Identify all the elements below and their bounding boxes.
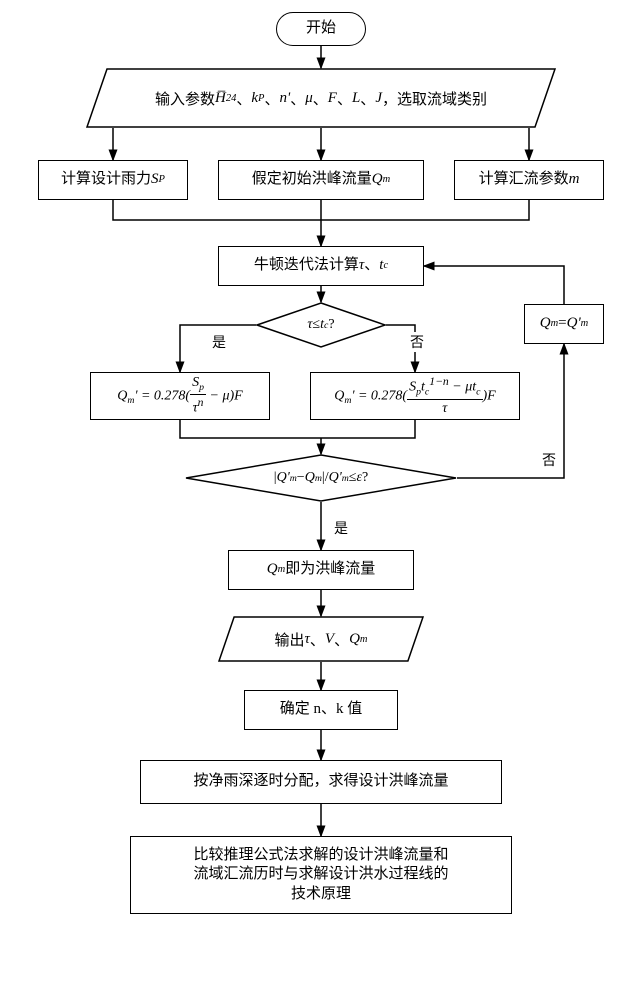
edge-14 [424, 266, 564, 304]
node-output: 输出τ、V、Qm [218, 616, 424, 662]
node-compare: 比较推理公式法求解的设计洪峰流量和流域汇流历时与求解设计洪水过程线的技术原理 [130, 836, 512, 914]
edge-label-8: 是 [210, 332, 228, 352]
node-d_eps: |Q'm − Qm|/Q'm ≤ ε ? [185, 454, 457, 502]
edge-label-15: 是 [332, 518, 350, 538]
node-calc_m: 计算汇流参数 m [454, 160, 604, 200]
edge-label-9: 否 [408, 332, 426, 352]
node-calc_sp: 计算设计雨力 SP [38, 160, 188, 200]
node-qm_part: Qm' = 0.278(Sptc1−n − μtcτ)F [310, 372, 520, 420]
node-d_tau: τ≤tc? [256, 302, 386, 348]
edge-5 [321, 200, 529, 220]
edge-label-13: 否 [540, 450, 558, 470]
node-newton: 牛顿迭代法计算τ、tc [218, 246, 424, 286]
node-input: 输入参数H̅24 、kP 、n'、μ、F、L、J，选取流域类别 [86, 68, 556, 128]
node-qm_result: Qm即为洪峰流量 [228, 550, 414, 590]
node-qm_full: Qm' = 0.278(Spτn − μ)F [90, 372, 270, 420]
node-start: 开始 [276, 12, 366, 46]
edge-10 [180, 420, 321, 438]
edge-11 [321, 420, 415, 438]
node-qm_assign: Qm=Q'm [524, 304, 604, 344]
node-nk: 确定 n、k 值 [244, 690, 398, 730]
node-assume_qm: 假定初始洪峰流量Qm [218, 160, 424, 200]
node-distrib: 按净雨深逐时分配，求得设计洪峰流量 [140, 760, 502, 804]
edge-4 [113, 200, 321, 220]
